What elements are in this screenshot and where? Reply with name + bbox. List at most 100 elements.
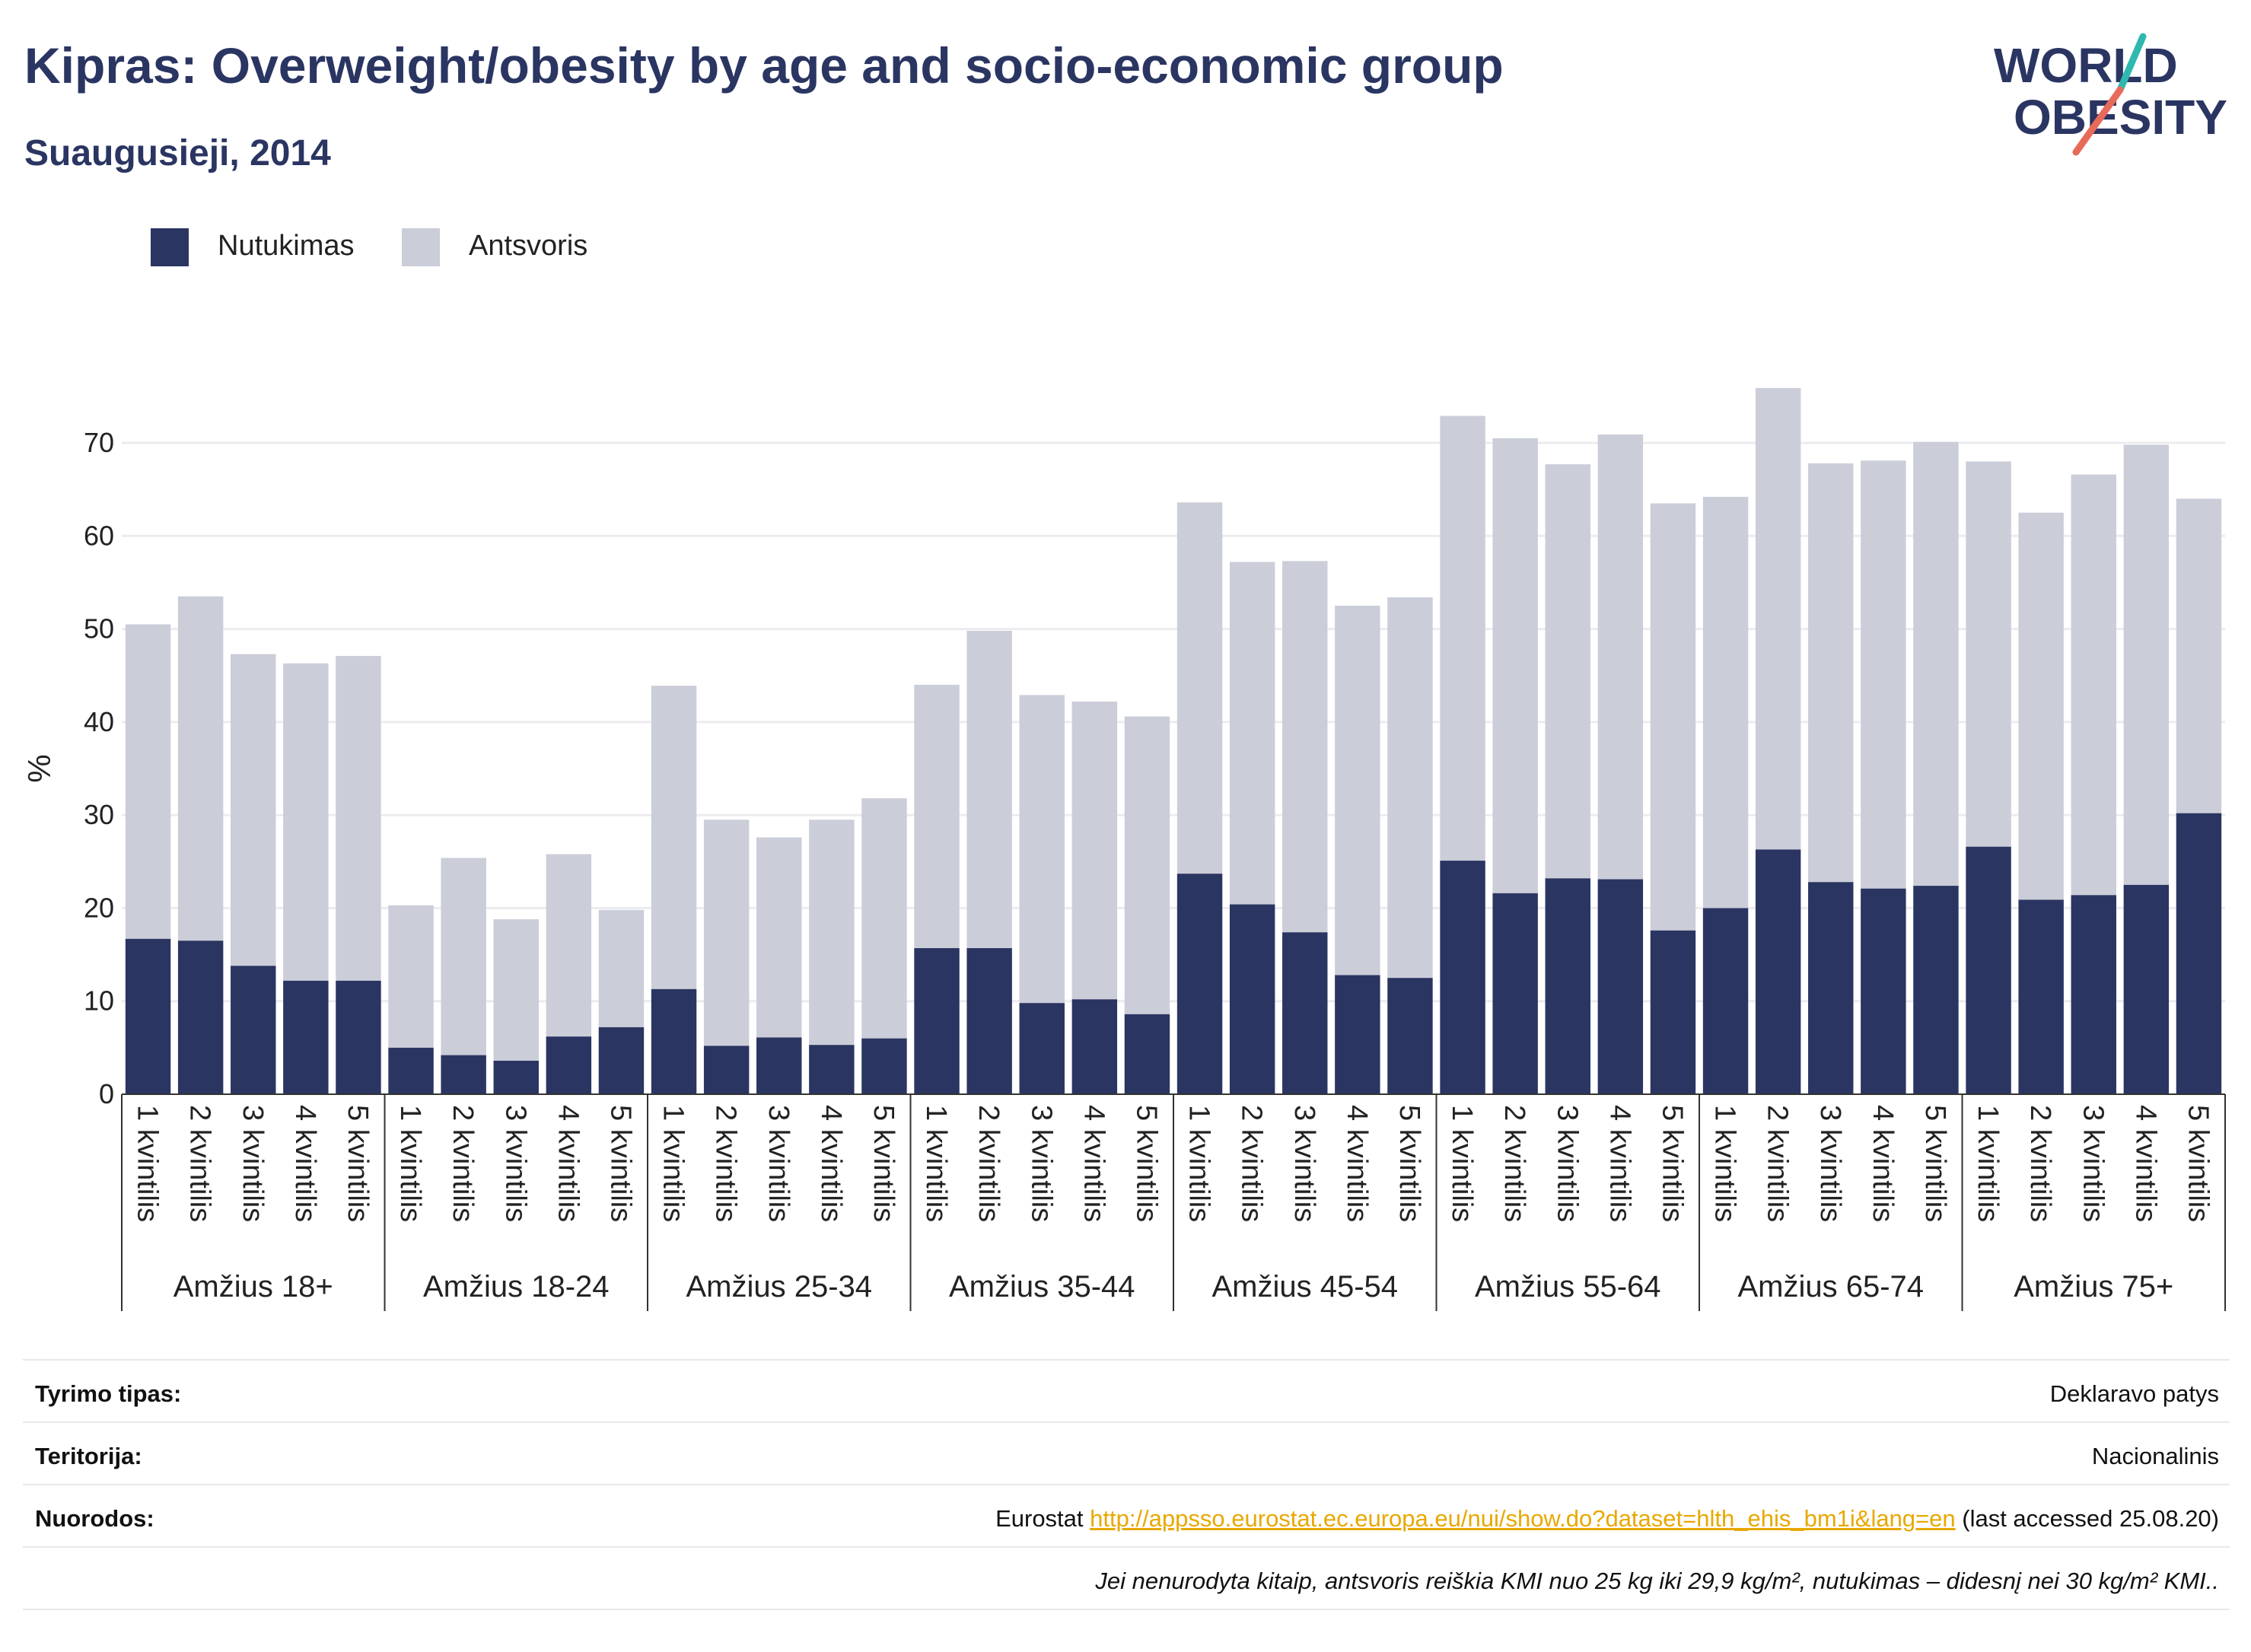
bar-overweight — [914, 684, 960, 949]
x-category-label: 2 kvintilis — [710, 1105, 742, 1222]
bar-overweight — [966, 631, 1012, 949]
x-category-label: 3 kvintilis — [1814, 1105, 1846, 1222]
bar-overweight — [1440, 415, 1485, 861]
references-value: Eurostat http://appsso.eurostat.ec.europ… — [995, 1505, 2219, 1533]
x-category-label: 5 kvintilis — [2182, 1105, 2214, 1222]
x-group-label: Amžius 18-24 — [423, 1270, 610, 1303]
x-category-label: 4 kvintilis — [1078, 1105, 1110, 1222]
y-tick-label: 30 — [84, 799, 114, 830]
logo-line-1: WORLD — [1994, 38, 2178, 93]
bar-obesity — [1229, 904, 1275, 1094]
x-group-label: Amžius 25-34 — [686, 1270, 872, 1303]
chart-title: Kipras: Overweight/obesity by age and so… — [24, 37, 1504, 94]
bar-overweight — [598, 909, 645, 1027]
x-category-label: 4 kvintilis — [1341, 1105, 1373, 1222]
bar-overweight — [2018, 512, 2064, 900]
references-accessed: (last accessed 25.08.20) — [1955, 1505, 2219, 1532]
bar-obesity — [1755, 849, 1801, 1094]
stacked-bar-chart: 0 10 20 30 40 50 60 70% 1 kvintilis 2 kvintilis 3 … — [21, 387, 2226, 1311]
bar-overweight — [1597, 434, 1644, 880]
y-axis-label: % — [21, 754, 57, 782]
bar-overweight — [756, 837, 802, 1038]
x-group-label: Amžius 55-64 — [1475, 1270, 1661, 1303]
bar-overweight — [1702, 496, 1749, 909]
bar-overweight — [1282, 561, 1328, 933]
x-category-label: 3 kvintilis — [499, 1105, 531, 1222]
meta-row-survey: Tyrimo tipas: Deklaravo patys — [23, 1359, 2230, 1423]
y-tick-label: 40 — [84, 706, 114, 737]
x-category-label: 2 kvintilis — [1498, 1105, 1530, 1222]
x-category-label: 5 kvintilis — [342, 1105, 374, 1222]
bar-overweight — [1966, 461, 2011, 847]
y-tick-label: 60 — [84, 520, 114, 551]
survey-type-label: Tyrimo tipas: — [35, 1380, 182, 1407]
meta-row-territory: Teritorija: Nacionalinis — [23, 1421, 2230, 1485]
bar-overweight — [703, 820, 750, 1046]
bar-obesity — [388, 1047, 434, 1094]
bar-obesity — [1702, 908, 1749, 1094]
bar-obesity — [336, 980, 381, 1094]
x-group-label: Amžius 18+ — [174, 1270, 333, 1303]
x-category-label: 1 kvintilis — [1972, 1105, 2004, 1222]
meta-row-note: Jei nenurodyta kitaip, antsvoris reiškia… — [23, 1546, 2230, 1610]
bar-overweight — [1650, 503, 1696, 931]
bar-obesity — [914, 948, 960, 1094]
bar-obesity — [703, 1046, 750, 1094]
bar-overweight — [861, 798, 907, 1039]
logo-slash-coral — [2072, 86, 2124, 156]
x-category-label: 4 kvintilis — [2129, 1105, 2161, 1222]
bar-obesity — [177, 941, 224, 1094]
x-category-label: 4 kvintilis — [552, 1105, 584, 1222]
bar-obesity — [1861, 888, 1906, 1094]
bar-overweight — [1861, 460, 1906, 889]
bar-overweight — [1545, 464, 1590, 879]
x-category-label: 4 kvintilis — [815, 1105, 847, 1222]
bar-obesity — [125, 938, 171, 1094]
x-category-label: 2 kvintilis — [973, 1105, 1005, 1222]
bar-overweight — [1176, 502, 1223, 874]
bar-obesity — [1335, 975, 1380, 1094]
bar-overweight — [283, 663, 329, 981]
territory-label: Teritorija: — [35, 1443, 142, 1469]
legend-swatch-obesity — [151, 228, 189, 266]
x-category-label: 1 kvintilis — [1183, 1105, 1215, 1222]
survey-type-value: Deklaravo patys — [2049, 1380, 2219, 1407]
bar-overweight — [1124, 716, 1170, 1014]
bar-obesity — [1650, 930, 1696, 1094]
bar-overweight — [2176, 498, 2222, 813]
bar-obesity — [1808, 882, 1854, 1094]
y-tick-label: 0 — [99, 1078, 114, 1109]
x-category-label: 1 kvintilis — [132, 1105, 164, 1222]
x-category-label: 2 kvintilis — [447, 1105, 479, 1222]
bar-obesity — [1966, 846, 2011, 1094]
bar-obesity — [651, 988, 697, 1094]
bar-obesity — [861, 1038, 907, 1094]
x-category-label: 3 kvintilis — [1288, 1105, 1320, 1222]
x-category-label: 4 kvintilis — [1867, 1105, 1899, 1222]
logo-slash-teal — [2116, 33, 2147, 94]
x-category-label: 5 kvintilis — [1393, 1105, 1425, 1222]
bar-overweight — [546, 854, 592, 1037]
bar-obesity — [2071, 895, 2116, 1094]
x-category-label: 5 kvintilis — [1919, 1105, 1951, 1222]
x-category-label: 1 kvintilis — [394, 1105, 426, 1222]
x-category-label: 3 kvintilis — [2077, 1105, 2109, 1222]
bar-overweight — [1019, 695, 1065, 1004]
bar-overweight — [388, 905, 434, 1048]
bar-obesity — [546, 1036, 592, 1094]
x-category-label: 3 kvintilis — [1025, 1105, 1057, 1222]
legend-label-overweight: Antsvoris — [469, 230, 588, 262]
x-category-label: 5 kvintilis — [1656, 1105, 1688, 1222]
bar-obesity — [598, 1027, 645, 1094]
y-tick-label: 10 — [84, 985, 114, 1017]
bar-overweight — [2123, 444, 2170, 885]
bar-obesity — [493, 1060, 539, 1094]
bar-obesity — [1597, 879, 1644, 1094]
bar-overweight — [1808, 463, 1854, 883]
references-link[interactable]: http://appsso.eurostat.ec.europa.eu/nui/… — [1090, 1505, 1956, 1532]
x-category-label: 5 kvintilis — [604, 1105, 636, 1222]
world-obesity-logo: WORLD OBESITY — [1979, 30, 2237, 160]
x-category-label: 3 kvintilis — [237, 1105, 269, 1222]
x-category-label: 3 kvintilis — [763, 1105, 794, 1222]
y-tick-label: 70 — [84, 427, 114, 458]
